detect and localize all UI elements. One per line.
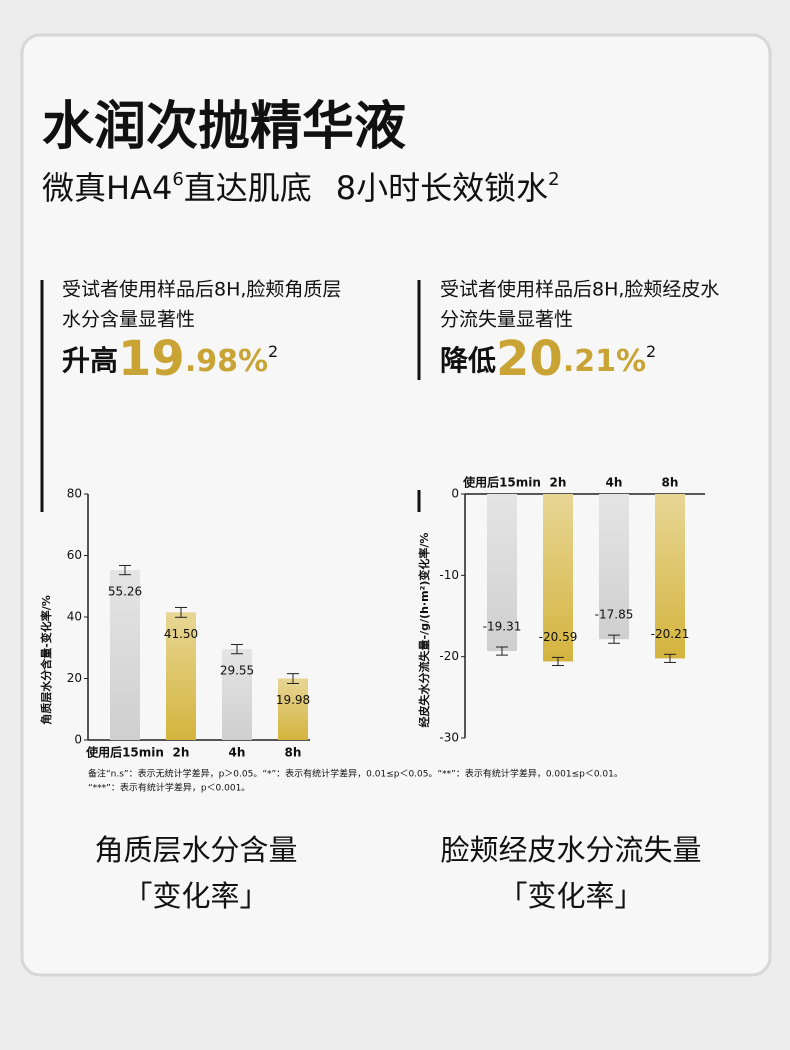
y-axis-label: 经皮失水分流失量-/g/(h·m²)变化率/% (417, 533, 431, 728)
claim-prefix: 升高 (62, 344, 118, 377)
y-tick-label: 60 (67, 548, 82, 562)
value-label: 29.55 (220, 664, 254, 678)
bar-sheen (278, 678, 308, 740)
bar-sheen (543, 494, 573, 662)
x-tick-label: 4h (229, 746, 246, 760)
y-tick-label: -30 (439, 731, 459, 745)
y-axis-label: 角质层水分含量-变化率/% (39, 595, 53, 725)
claim-text: 分流失量显著性 (440, 309, 573, 331)
subtitle-part: 微真HA4 (42, 169, 172, 207)
value-label: -17.85 (595, 608, 634, 622)
x-tick-label: 2h (173, 746, 190, 760)
claim-text: 受试者使用样品后8H,脸颊角质层 (62, 279, 341, 301)
subtitle-part: 直达肌底 (184, 169, 312, 207)
error-bar (496, 646, 508, 656)
value-label: 41.50 (164, 627, 198, 641)
bar-sheen (599, 494, 629, 640)
subtitle-part: 8小时长效锁水 (336, 169, 548, 207)
error-bar (175, 606, 187, 618)
subtitle: 微真HA46直达肌底 8小时长效锁水2 (42, 169, 560, 208)
value-label: 55.26 (108, 585, 142, 599)
value-label: -20.21 (651, 627, 690, 641)
x-tick-label: 8h (285, 746, 302, 760)
claim-dec: .21% (563, 344, 646, 379)
claim-note: 2 (268, 342, 278, 361)
claim-prefix: 降低 (440, 344, 496, 377)
x-tick-label: 8h (662, 476, 679, 490)
error-bar (287, 673, 299, 684)
title: 水润次抛精华液 (42, 97, 406, 157)
claim-text: 水分含量显著性 (62, 309, 195, 331)
error-bar (552, 656, 564, 667)
y-tick-label: -20 (439, 649, 459, 663)
claim-note: 2 (646, 342, 656, 361)
y-tick-label: 40 (67, 610, 82, 624)
x-tick-label: 4h (606, 476, 623, 490)
claim-int: 19 (118, 331, 185, 387)
error-bar (664, 653, 676, 663)
caption: 「变化率」 (123, 879, 268, 913)
claim-stat: 降低20.21%2 (440, 331, 656, 387)
y-tick-label: 80 (67, 487, 82, 501)
claim-dec: .98% (185, 344, 268, 379)
y-tick-label: 20 (67, 671, 82, 685)
value-label: -19.31 (483, 620, 522, 634)
bar-sheen (166, 612, 196, 740)
error-bar (231, 644, 243, 655)
error-bar (608, 634, 620, 644)
error-bar (119, 564, 131, 576)
value-label: -20.59 (539, 630, 578, 644)
claim-int: 20 (496, 331, 563, 387)
bar-sheen (222, 649, 252, 740)
bar-sheen (655, 494, 685, 659)
x-tick-label: 使用后15min (85, 745, 164, 760)
x-tick-label: 使用后15min (462, 475, 541, 490)
caption: 脸颊经皮水分流失量 (440, 833, 701, 867)
bar-sheen (110, 570, 140, 740)
x-tick-label: 2h (550, 476, 567, 490)
y-tick-label: -10 (439, 568, 459, 582)
caption: 角质层水分含量 (94, 833, 297, 867)
claim-text: 受试者使用样品后8H,脸颊经皮水 (440, 279, 719, 301)
bar-sheen (487, 494, 517, 652)
subtitle-part: 6 (172, 169, 183, 190)
y-tick-label: 0 (451, 487, 459, 501)
footnote: “***”：表示有统计学差异，p＜0.001。 (88, 782, 250, 794)
value-label: 19.98 (276, 693, 310, 707)
subtitle-part: 2 (548, 169, 559, 190)
footnote: 备注“n.s”：表示无统计学差异，p＞0.05。“*”：表示有统计学差异，0.0… (88, 768, 623, 780)
caption: 「变化率」 (498, 879, 643, 913)
claim-stat: 升高19.98%2 (62, 331, 278, 387)
y-tick-label: 0 (74, 733, 82, 747)
